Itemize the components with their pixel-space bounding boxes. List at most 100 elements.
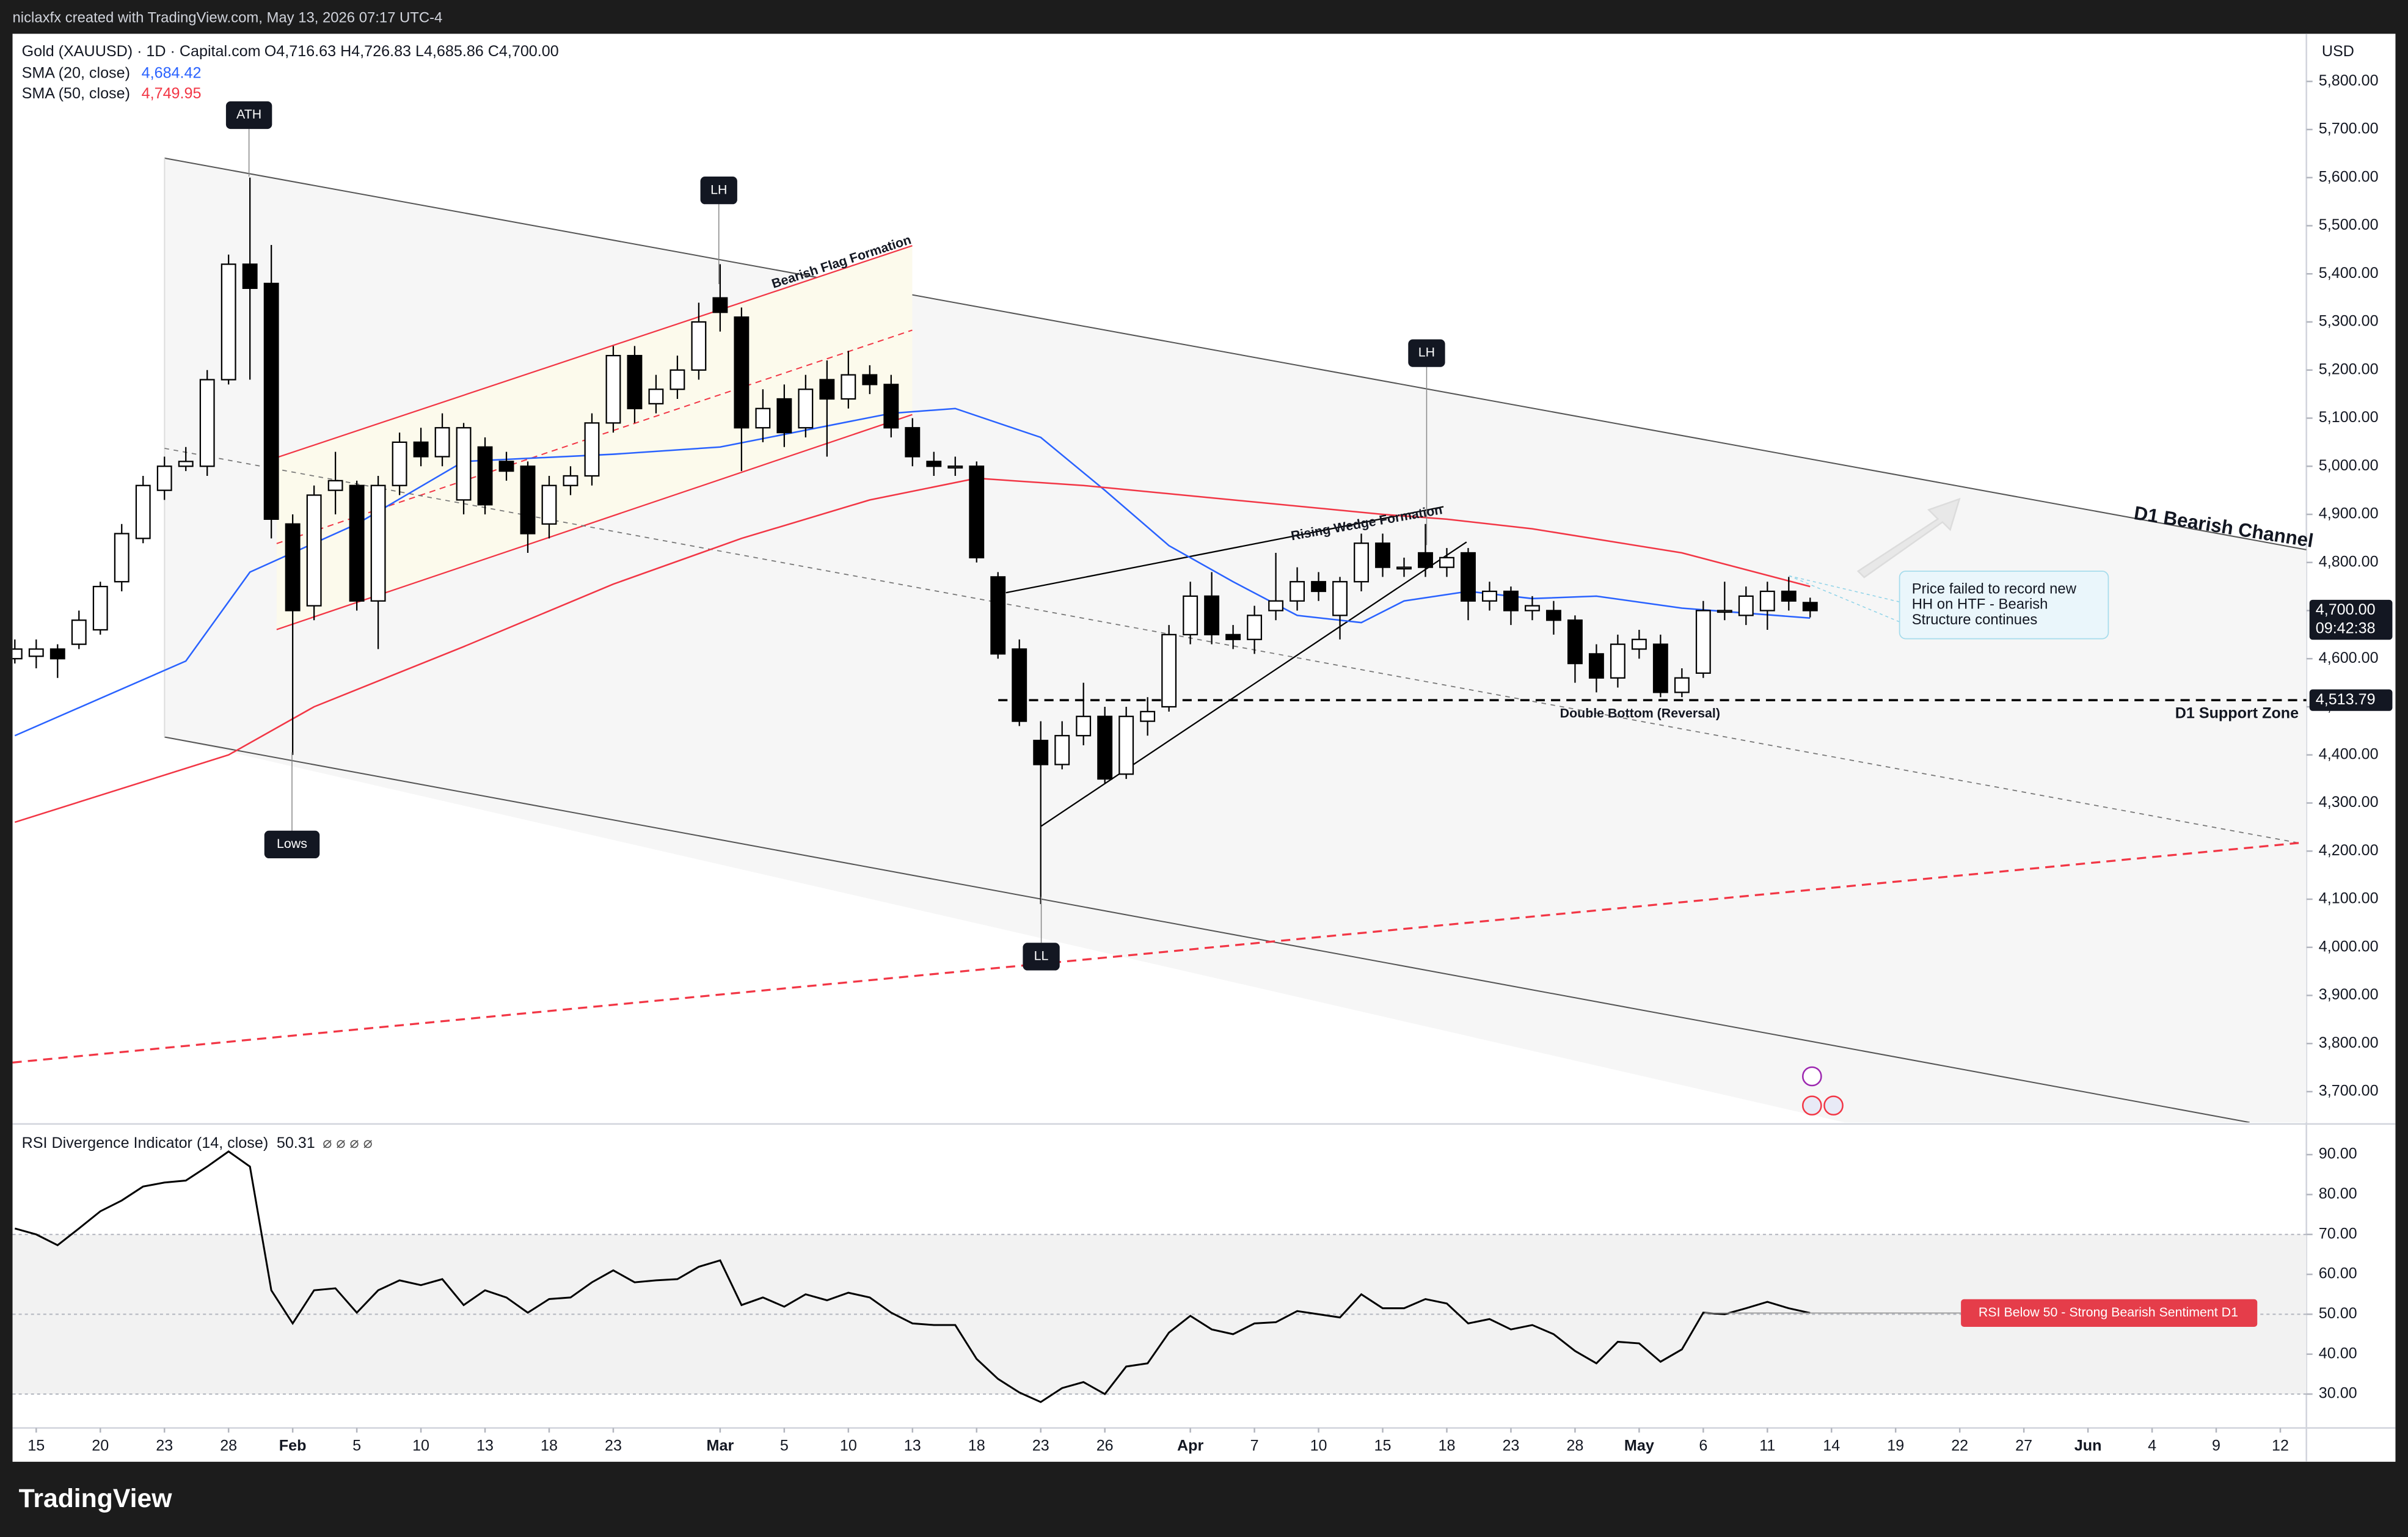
candle-body (327, 480, 343, 491)
candle-body (1717, 610, 1732, 613)
candle-body (1204, 595, 1220, 635)
annotation-box (1408, 339, 1445, 367)
channel-lower (164, 736, 2250, 1123)
candle-body (1610, 643, 1625, 679)
projection-arrow (1856, 497, 1961, 579)
candle-body (691, 321, 707, 371)
x-tick-label: 11 (1759, 1437, 1775, 1454)
support-price-box (2309, 689, 2393, 711)
candle-body (242, 263, 258, 290)
candle-body (28, 648, 44, 657)
y-tick-label: 5,500.00 (2319, 216, 2379, 233)
candle-body (1545, 610, 1561, 621)
candle-body (883, 384, 899, 429)
y-tick-label: 4,000.00 (2319, 938, 2379, 955)
x-tick-label: 13 (904, 1437, 921, 1454)
candle-body (1118, 715, 1134, 775)
annotation-label: LH (1418, 345, 1435, 360)
x-tick-label: Feb (279, 1437, 307, 1454)
annotation-box (700, 177, 737, 205)
x-tick-label: 10 (412, 1437, 429, 1454)
candle-body (1311, 581, 1326, 593)
y-tick-label: 80.00 (2319, 1185, 2357, 1202)
last-price-box (2309, 599, 2393, 640)
candle-body (819, 379, 835, 400)
candle-body (1738, 595, 1754, 616)
candle-body (1802, 602, 1818, 612)
header: niclaxfx created with TradingView.com, M… (13, 9, 443, 26)
candle-body (947, 465, 963, 469)
candle-body (1482, 590, 1497, 602)
legend-name: SMA (20, close) (22, 64, 130, 81)
y-tick-label: 70.00 (2319, 1225, 2357, 1242)
candle-body (349, 484, 365, 602)
x-tick-label: 28 (1566, 1437, 1583, 1454)
y-tick-label: 5,100.00 (2319, 409, 2379, 426)
annotation-label: Lows (277, 836, 307, 851)
ohlc: O4,716.63 H4,726.83 L4,685.86 C4,700.00 (265, 43, 559, 60)
y-tick-label: 5,400.00 (2319, 265, 2379, 282)
candle-body (178, 461, 194, 467)
x-tick-label: 23 (605, 1437, 622, 1454)
flag-upper (276, 245, 913, 459)
event-icon (1823, 1095, 1844, 1116)
event-icon (1802, 1095, 1822, 1116)
callout-text: Price failed to record new (1912, 580, 2077, 597)
candle-body (627, 354, 643, 409)
y-tick-label: 4,100.00 (2319, 890, 2379, 907)
candle-body (1161, 633, 1177, 708)
candle-body (669, 369, 685, 390)
y-tick-label: 3,900.00 (2319, 986, 2379, 1003)
candle-body (1033, 739, 1049, 765)
y-tick-label: 4,900.00 (2319, 505, 2379, 522)
candle-body (49, 648, 65, 660)
x-tick-label: May (1624, 1437, 1654, 1454)
candle-body (1375, 542, 1390, 568)
annotation-label: LL (1034, 949, 1049, 963)
x-tick-label: Jun (2074, 1437, 2102, 1454)
x-tick-label: 23 (1502, 1437, 1519, 1454)
event-icon (1802, 1066, 1822, 1087)
x-tick-label: 22 (1951, 1437, 1968, 1454)
candle-body (1781, 590, 1797, 602)
y-tick-label: 4,600.00 (2319, 649, 2379, 666)
axis-label: USD (2322, 43, 2354, 60)
y-tick-label: 5,200.00 (2319, 360, 2379, 378)
candle-body (263, 282, 279, 520)
candle-body (156, 465, 172, 491)
x-tick-label: 15 (27, 1437, 45, 1454)
candle-body (498, 461, 514, 472)
callout-text: Structure continues (1912, 612, 2038, 628)
x-tick-label: 26 (1096, 1437, 1114, 1454)
x-tick-label: 10 (1310, 1437, 1327, 1454)
candle-body (563, 475, 578, 486)
candle-body (1054, 735, 1070, 765)
annotation-label: ATH (236, 107, 261, 122)
x-tick-label: 18 (968, 1437, 985, 1454)
rsi-line (14, 1150, 1811, 1403)
y-tick-label: 4,200.00 (2319, 842, 2379, 859)
rsi-value: 50.31 (277, 1134, 315, 1152)
candle-body (1097, 715, 1113, 780)
x-tick-label: 18 (1439, 1437, 1456, 1454)
candle-body (541, 484, 557, 525)
callout-pointer (1789, 575, 1900, 622)
candle-body (1076, 715, 1092, 737)
candle-body (1695, 610, 1711, 674)
y-tick-label: 4,400.00 (2319, 745, 2379, 762)
x-tick-label: Mar (707, 1437, 734, 1454)
candle-body (306, 494, 322, 607)
candle-body (1439, 557, 1454, 568)
x-tick-label: 5 (780, 1437, 789, 1454)
candle-body (905, 427, 921, 458)
x-tick-label: 28 (220, 1437, 237, 1454)
support-price-label: 4,513.79 (2316, 691, 2376, 708)
candle-body (776, 398, 792, 434)
x-tick-label: 27 (2015, 1437, 2032, 1454)
y-tick-label: 90.00 (2319, 1145, 2357, 1163)
candle-body (584, 422, 600, 477)
candle-body (1140, 710, 1156, 722)
x-tick-label: 6 (1699, 1437, 1707, 1454)
candle-body (926, 461, 942, 467)
